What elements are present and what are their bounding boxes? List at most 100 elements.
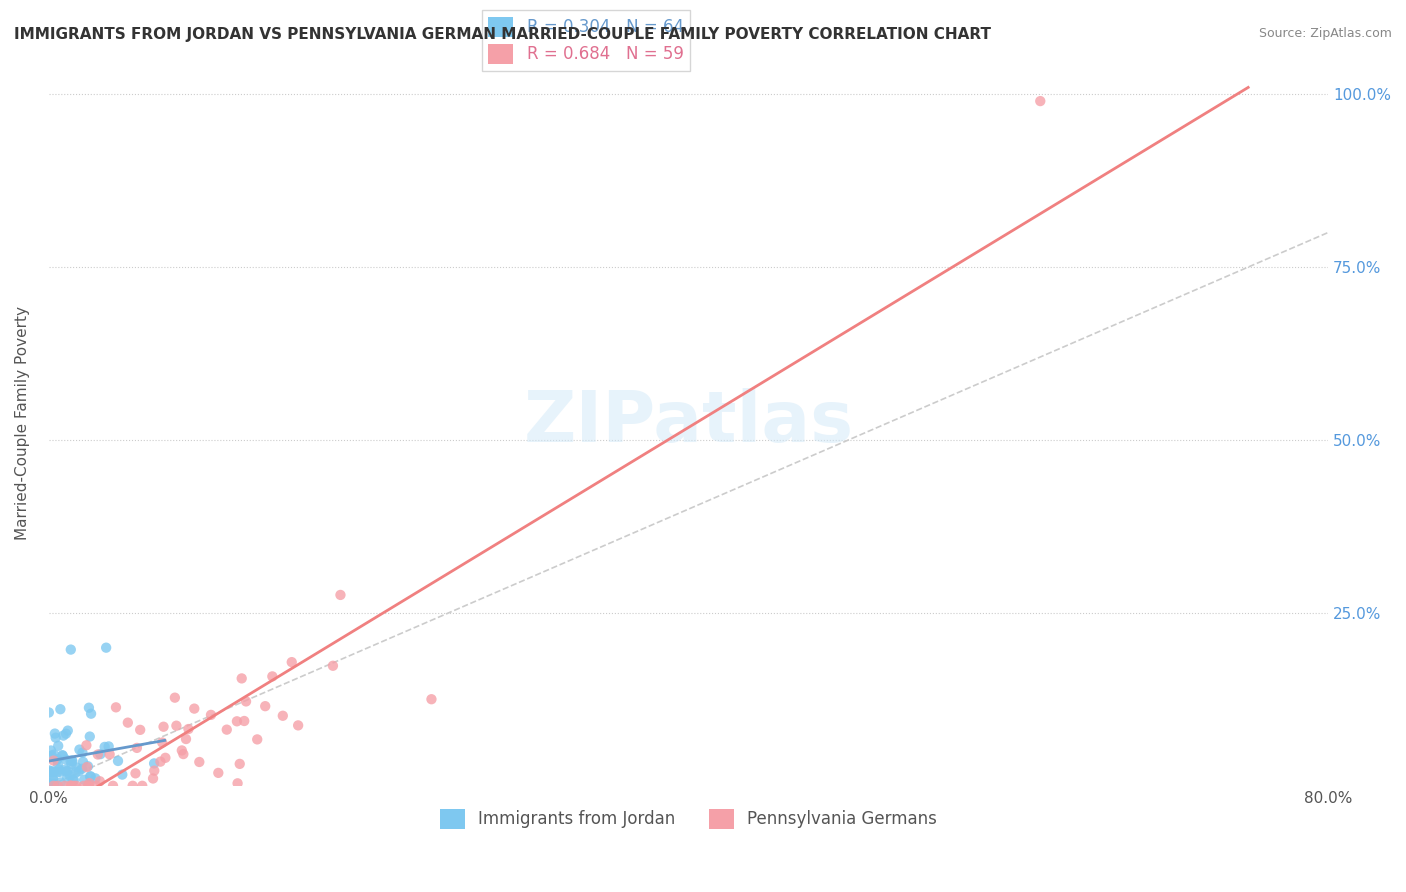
Point bbox=[46, 757, 69, 772]
Point bbox=[46, 753, 69, 767]
Point bbox=[246, 732, 269, 747]
Point bbox=[89, 747, 111, 761]
Point bbox=[77, 779, 100, 793]
Point bbox=[42, 765, 65, 780]
Point bbox=[59, 769, 82, 783]
Point bbox=[143, 756, 166, 771]
Point bbox=[44, 726, 66, 740]
Point bbox=[177, 722, 200, 736]
Point bbox=[77, 779, 100, 793]
Point bbox=[62, 772, 84, 787]
Point bbox=[152, 720, 174, 734]
Point bbox=[79, 769, 101, 783]
Point bbox=[41, 772, 63, 786]
Point bbox=[55, 727, 77, 741]
Point bbox=[143, 764, 166, 778]
Point bbox=[39, 743, 62, 757]
Point bbox=[98, 747, 121, 762]
Point bbox=[59, 642, 82, 657]
Point bbox=[73, 772, 96, 787]
Point bbox=[111, 767, 134, 781]
Point bbox=[55, 753, 77, 767]
Point bbox=[79, 730, 101, 744]
Point bbox=[96, 640, 118, 655]
Legend: Immigrants from Jordan, Pennsylvania Germans: Immigrants from Jordan, Pennsylvania Ger… bbox=[433, 802, 943, 836]
Point bbox=[77, 759, 100, 773]
Point bbox=[287, 718, 309, 732]
Point bbox=[59, 779, 82, 793]
Point bbox=[49, 775, 72, 789]
Point bbox=[42, 777, 65, 791]
Point bbox=[183, 701, 205, 715]
Point bbox=[46, 739, 69, 753]
Point bbox=[72, 755, 94, 769]
Point bbox=[254, 699, 277, 714]
Y-axis label: Married-Couple Family Poverty: Married-Couple Family Poverty bbox=[15, 306, 30, 540]
Point bbox=[52, 729, 75, 743]
Point bbox=[56, 723, 79, 738]
Point bbox=[38, 776, 60, 790]
Point bbox=[75, 739, 97, 753]
Point bbox=[67, 742, 90, 756]
Point bbox=[262, 669, 284, 683]
Point bbox=[49, 702, 72, 716]
Point bbox=[84, 772, 107, 786]
Text: IMMIGRANTS FROM JORDAN VS PENNSYLVANIA GERMAN MARRIED-COUPLE FAMILY POVERTY CORR: IMMIGRANTS FROM JORDAN VS PENNSYLVANIA G… bbox=[14, 27, 991, 42]
Point bbox=[165, 719, 187, 733]
Point bbox=[72, 746, 94, 760]
Point bbox=[38, 706, 60, 720]
Text: Source: ZipAtlas.com: Source: ZipAtlas.com bbox=[1258, 27, 1392, 40]
Point bbox=[46, 765, 69, 780]
Point bbox=[65, 779, 87, 793]
Point bbox=[170, 743, 193, 757]
Point bbox=[41, 777, 63, 791]
Point bbox=[55, 764, 77, 779]
Point bbox=[271, 708, 294, 723]
Point bbox=[42, 754, 65, 768]
Point bbox=[329, 588, 352, 602]
Point bbox=[56, 771, 79, 785]
Point bbox=[80, 769, 103, 783]
Point bbox=[229, 756, 252, 771]
Point bbox=[93, 739, 115, 754]
Point bbox=[73, 779, 96, 793]
Point bbox=[63, 773, 86, 788]
Point bbox=[101, 779, 124, 793]
Point bbox=[42, 779, 65, 793]
Point bbox=[38, 764, 60, 778]
Point bbox=[155, 751, 177, 765]
Point bbox=[76, 760, 98, 774]
Point bbox=[117, 715, 139, 730]
Point bbox=[200, 707, 222, 722]
Point bbox=[48, 763, 70, 777]
Point bbox=[42, 747, 65, 762]
Point bbox=[53, 779, 76, 793]
Point bbox=[65, 765, 87, 780]
Point bbox=[215, 723, 238, 737]
Point bbox=[79, 776, 101, 790]
Point bbox=[121, 779, 143, 793]
Point bbox=[129, 723, 152, 737]
Point bbox=[124, 766, 146, 780]
Point bbox=[45, 731, 67, 745]
Point bbox=[233, 714, 256, 728]
Text: ZIPatlas: ZIPatlas bbox=[523, 388, 853, 458]
Point bbox=[52, 748, 75, 763]
Point bbox=[77, 700, 100, 714]
Point bbox=[49, 764, 72, 779]
Point bbox=[174, 732, 197, 747]
Point bbox=[86, 779, 108, 793]
Point bbox=[235, 694, 257, 708]
Point bbox=[56, 764, 79, 778]
Point bbox=[131, 779, 153, 793]
Point bbox=[60, 779, 83, 793]
Point bbox=[46, 752, 69, 766]
Point bbox=[53, 763, 76, 777]
Point bbox=[172, 747, 194, 761]
Point bbox=[1029, 94, 1052, 108]
Point bbox=[60, 754, 83, 768]
Point bbox=[420, 692, 443, 706]
Point bbox=[142, 772, 165, 786]
Point bbox=[60, 754, 83, 768]
Point bbox=[97, 739, 120, 754]
